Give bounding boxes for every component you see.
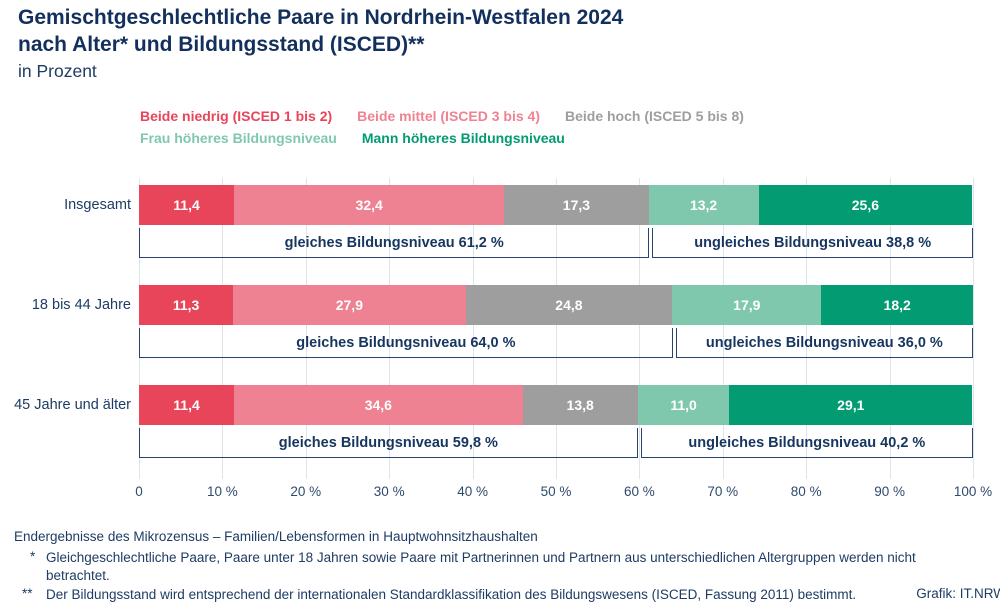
- bar-segment-beide-niedrig-isced-1-bis-2: 11,4: [139, 185, 235, 225]
- footnote2-marker: **: [22, 586, 33, 601]
- gridline-80: [806, 178, 808, 479]
- gridline-40: [472, 178, 474, 479]
- bar-45-jahre-und-älter: 11,4 34,6 13,8 11,0 29,1: [139, 385, 973, 425]
- gridline-90: [889, 178, 891, 479]
- x-tick-50: 50 %: [540, 484, 572, 499]
- bracket-ungleiches-18-bis-44-jahre: ungleiches Bildungsniveau 36,0 %: [675, 328, 973, 358]
- chart-subtitle: in Prozent: [18, 61, 97, 81]
- x-tick-60: 60 %: [624, 484, 655, 499]
- category-label-45-jahre-und-älter: 45 Jahre und älter: [14, 397, 131, 413]
- category-label-insgesamt: Insgesamt: [64, 197, 131, 213]
- legend-row-2: Frau höheres Bildungsniveau Mann höheres …: [140, 127, 744, 149]
- bar-segment-beide-hoch-isced-5-bis-8: 17,3: [504, 185, 649, 225]
- legend-item-beide-hoch-isced-5-bis-8: Beide hoch (ISCED 5 bis 8): [564, 108, 744, 124]
- brackets-18-bis-44-jahre: gleiches Bildungsniveau 64,0 % ungleiches…: [139, 328, 973, 358]
- legend-item-beide-mittel-isced-3-bis-4: Beide mittel (ISCED 3 bis 4): [357, 108, 540, 124]
- gridline-70: [722, 178, 724, 479]
- x-tick-80: 80 %: [790, 484, 822, 499]
- bracket-gleiches-18-bis-44-jahre: gleiches Bildungsniveau 64,0 %: [139, 328, 673, 358]
- bar-segment-beide-niedrig-isced-1-bis-2: 11,3: [139, 285, 234, 325]
- page-title: Gemischtgeschlechtliche Paare in Nordrhe…: [18, 4, 623, 58]
- bar-segment-frau-höheres-bildungsniveau: 11,0: [637, 385, 730, 425]
- x-tick-10: 10 %: [207, 484, 238, 499]
- x-tick-40: 40 %: [457, 484, 488, 499]
- gridline-20: [305, 178, 307, 479]
- gridline-100: [973, 178, 974, 479]
- title-line2: nach Alter* und Bildungsstand (ISCED)**: [18, 33, 425, 56]
- x-tick-30: 30 %: [373, 484, 405, 499]
- bar-18-bis-44-jahre: 11,3 27,9 24,8 17,9 18,2: [139, 285, 973, 325]
- legend-row-1: Beide niedrig (ISCED 1 bis 2) Beide mitte…: [140, 105, 744, 127]
- gridline-60: [639, 178, 641, 479]
- footnote1-text: Gleichgeschlechtliche Paare, Paare unter…: [46, 550, 916, 583]
- legend-item-frau-höheres-bildungsniveau: Frau höheres Bildungsniveau: [140, 130, 337, 146]
- chart-legend: Beide niedrig (ISCED 1 bis 2) Beide mitte…: [140, 105, 744, 149]
- category-label-18-bis-44-jahre: 18 bis 44 Jahre: [31, 297, 131, 313]
- brackets-45-jahre-und-älter: gleiches Bildungsniveau 59,8 % ungleiches…: [139, 428, 973, 458]
- legend-item-beide-niedrig-isced-1-bis-2: Beide niedrig (ISCED 1 bis 2): [140, 108, 333, 124]
- bracket-gleiches-45-jahre-und-älter: gleiches Bildungsniveau 59,8 %: [139, 428, 638, 458]
- bar-segment-frau-höheres-bildungsniveau: 13,2: [648, 185, 759, 225]
- title-line1: Gemischtgeschlechtliche Paare in Nordrhe…: [18, 6, 624, 29]
- bracket-gleiches-insgesamt: gleiches Bildungsniveau 61,2 %: [139, 228, 650, 258]
- source-note: Endergebnisse des Mikrozensus – Familien…: [14, 529, 538, 544]
- gridline-10: [222, 178, 224, 479]
- x-tick-0: 0: [135, 484, 143, 499]
- bar-segment-mann-höheres-bildungsniveau: 18,2: [821, 285, 973, 325]
- gridline-50: [556, 178, 557, 479]
- bar-segment-beide-niedrig-isced-1-bis-2: 11,4: [139, 385, 235, 425]
- legend-item-mann-höheres-bildungsniveau: Mann höheres Bildungsniveau: [361, 130, 565, 146]
- bar-segment-beide-hoch-isced-5-bis-8: 13,8: [522, 385, 638, 425]
- bar-segment-mann-höheres-bildungsniveau: 25,6: [758, 185, 973, 225]
- x-tick-100: 100 %: [953, 484, 993, 499]
- brackets-insgesamt: gleiches Bildungsniveau 61,2 % ungleiches…: [139, 228, 973, 258]
- bar-insgesamt: 11,4 32,4 17,3 13,2 25,6: [139, 185, 973, 225]
- bracket-ungleiches-45-jahre-und-älter: ungleiches Bildungsniveau 40,2 %: [640, 428, 973, 458]
- bar-segment-beide-mittel-isced-3-bis-4: 27,9: [233, 285, 466, 325]
- x-tick-70: 70 %: [707, 484, 739, 499]
- x-tick-20: 20 %: [290, 484, 322, 499]
- footnote1-marker: *: [30, 549, 36, 564]
- bar-segment-beide-hoch-isced-5-bis-8: 24,8: [465, 285, 673, 325]
- bar-segment-mann-höheres-bildungsniveau: 29,1: [729, 385, 973, 425]
- gridline-30: [389, 178, 391, 479]
- bar-segment-frau-höheres-bildungsniveau: 17,9: [672, 285, 822, 325]
- bar-segment-beide-mittel-isced-3-bis-4: 32,4: [234, 185, 505, 225]
- bar-segment-beide-mittel-isced-3-bis-4: 34,6: [234, 385, 523, 425]
- footnote2-text: Der Bildungsstand wird entsprechend der …: [46, 587, 857, 602]
- x-tick-90: 90 %: [874, 484, 905, 499]
- credit-label: Grafik: IT.NRW: [916, 586, 1000, 601]
- bracket-ungleiches-insgesamt: ungleiches Bildungsniveau 38,8 %: [652, 228, 973, 258]
